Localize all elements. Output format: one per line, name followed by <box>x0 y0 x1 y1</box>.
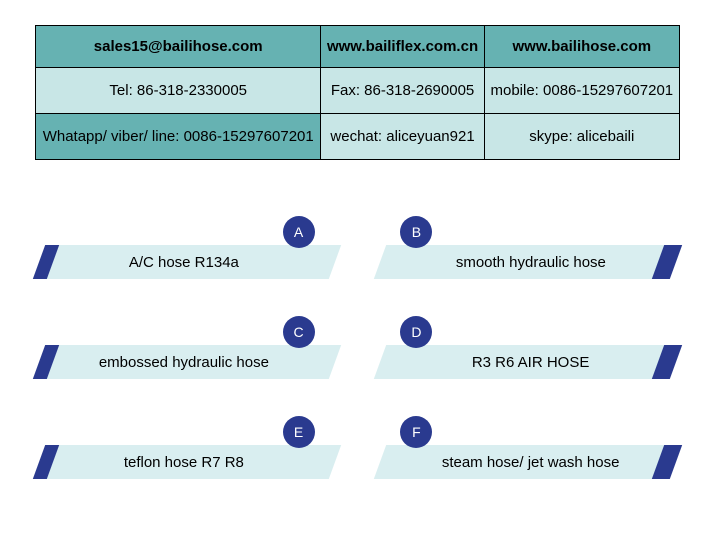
badge-d: D <box>400 316 432 348</box>
contact-table: sales15@bailihose.com www.bailiflex.com.… <box>35 25 680 160</box>
product-label-strip: R3 R6 AIR HOSE <box>374 345 668 379</box>
product-item-f: F steam hose/ jet wash hose <box>370 430 680 490</box>
product-label-strip: steam hose/ jet wash hose <box>374 445 668 479</box>
product-bar: embossed hydraulic hose <box>35 345 345 379</box>
product-item-b: B smooth hydraulic hose <box>370 230 680 290</box>
product-bar: smooth hydraulic hose <box>370 245 680 279</box>
badge-e: E <box>283 416 315 448</box>
product-item-a: A A/C hose R134a <box>35 230 345 290</box>
product-item-e: E teflon hose R7 R8 <box>35 430 345 490</box>
product-bar: A/C hose R134a <box>35 245 345 279</box>
products-grid: A A/C hose R134a B smooth hydraulic hose… <box>35 230 680 530</box>
product-label-strip: embossed hydraulic hose <box>47 345 341 379</box>
whatsapp-cell: Whatapp/ viber/ line: 0086-15297607201 <box>36 114 321 160</box>
product-item-c: C embossed hydraulic hose <box>35 330 345 390</box>
product-item-d: D R3 R6 AIR HOSE <box>370 330 680 390</box>
skype-cell: skype: alicebaili <box>484 114 679 160</box>
wechat-cell: wechat: aliceyuan921 <box>321 114 484 160</box>
product-bar: R3 R6 AIR HOSE <box>370 345 680 379</box>
table-row: sales15@bailihose.com www.bailiflex.com.… <box>36 26 680 68</box>
badge-f: F <box>400 416 432 448</box>
tel-cell: Tel: 86-318-2330005 <box>36 68 321 114</box>
badge-a: A <box>283 216 315 248</box>
mobile-cell: mobile: 0086-15297607201 <box>484 68 679 114</box>
product-label: embossed hydraulic hose <box>99 354 269 371</box>
product-label: smooth hydraulic hose <box>456 254 606 271</box>
badge-c: C <box>283 316 315 348</box>
product-label-strip: smooth hydraulic hose <box>374 245 668 279</box>
fax-cell: Fax: 86-318-2690005 <box>321 68 484 114</box>
product-label: teflon hose R7 R8 <box>124 454 244 471</box>
product-label-strip: teflon hose R7 R8 <box>47 445 341 479</box>
product-label: R3 R6 AIR HOSE <box>472 354 590 371</box>
product-label: A/C hose R134a <box>129 254 239 271</box>
website-cell: www.bailiflex.com.cn <box>321 26 484 68</box>
table-row: Whatapp/ viber/ line: 0086-15297607201 w… <box>36 114 680 160</box>
website-cell: www.bailihose.com <box>484 26 679 68</box>
product-bar: teflon hose R7 R8 <box>35 445 345 479</box>
product-label: steam hose/ jet wash hose <box>442 454 620 471</box>
product-bar: steam hose/ jet wash hose <box>370 445 680 479</box>
product-label-strip: A/C hose R134a <box>47 245 341 279</box>
badge-b: B <box>400 216 432 248</box>
table-row: Tel: 86-318-2330005 Fax: 86-318-2690005 … <box>36 68 680 114</box>
email-cell: sales15@bailihose.com <box>36 26 321 68</box>
